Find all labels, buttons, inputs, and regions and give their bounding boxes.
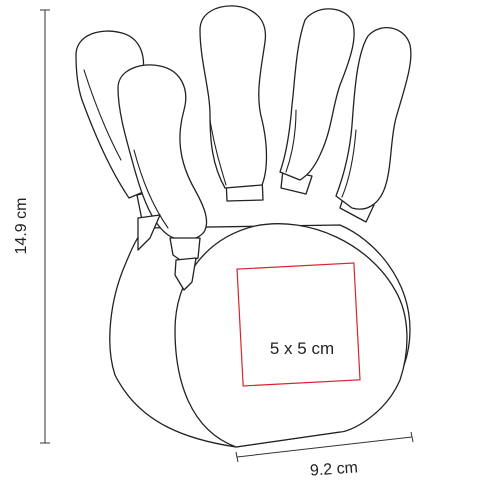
knife-handle-3	[199, 5, 268, 189]
print-area-label: 5 x 5 cm	[269, 339, 335, 358]
height-dimension-line	[40, 9, 50, 444]
width-dimension-line	[235, 431, 414, 463]
width-label: 9.2 cm	[309, 459, 359, 480]
knife-block	[109, 223, 411, 448]
knife-handle-4	[279, 8, 355, 181]
print-area-box	[236, 262, 361, 387]
knife-handle-5	[335, 27, 412, 210]
height-label: 14.9 cm	[13, 197, 30, 255]
knife-handle-2	[117, 64, 208, 291]
